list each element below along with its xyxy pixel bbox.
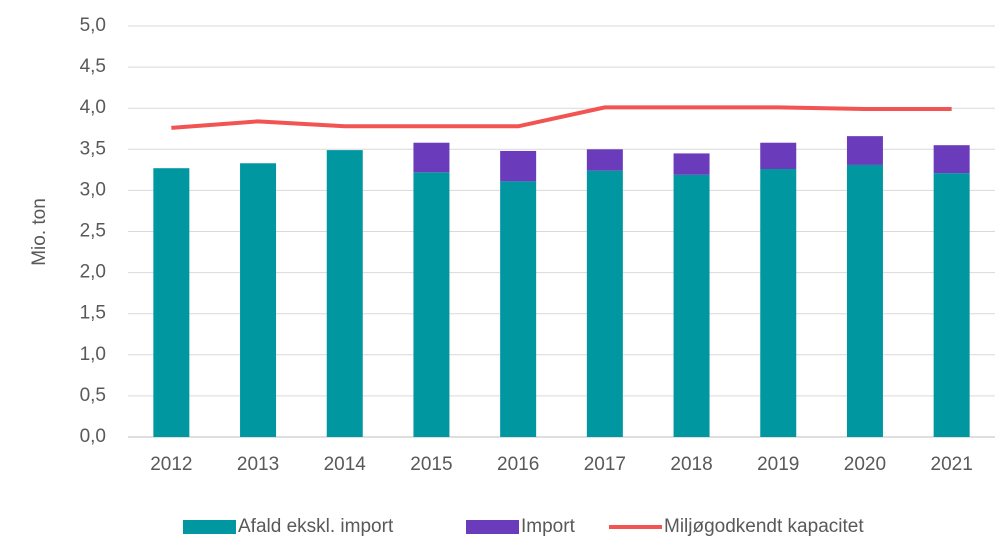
x-tick-label: 2014 <box>324 454 367 475</box>
legend-label: Miljøgodkendt kapacitet <box>664 516 864 537</box>
x-tick-label: 2016 <box>497 454 539 475</box>
bar <box>500 181 537 437</box>
bar <box>846 136 883 165</box>
bar <box>586 170 623 437</box>
x-tick-label: 2013 <box>237 454 279 475</box>
y-tick-label: 3,5 <box>80 138 106 159</box>
bar <box>153 168 190 437</box>
y-tick-label: 0,0 <box>80 426 106 447</box>
x-tick-label: 2021 <box>931 454 973 475</box>
bar <box>933 145 970 174</box>
bar <box>673 174 710 438</box>
y-tick-label: 2,0 <box>80 262 106 283</box>
bar <box>240 163 277 438</box>
y-tick-label: 1,5 <box>80 303 106 324</box>
bar <box>673 153 710 175</box>
bar <box>586 149 623 171</box>
x-tick-label: 2012 <box>150 454 192 475</box>
y-tick-label: 1,0 <box>80 344 106 365</box>
bar <box>413 172 450 438</box>
x-tick-label: 2018 <box>670 454 712 475</box>
y-tick-label: 4,5 <box>80 56 106 77</box>
bar <box>846 164 883 437</box>
x-tick-label: 2017 <box>584 454 626 475</box>
legend-swatch <box>466 520 519 534</box>
bar <box>413 142 450 173</box>
x-tick-label: 2019 <box>757 454 799 475</box>
line <box>171 105 952 130</box>
bar <box>933 173 970 437</box>
y-tick-label: 3,0 <box>80 179 106 200</box>
y-tick-label: 0,5 <box>80 385 106 406</box>
bar <box>760 142 797 170</box>
legend-swatch <box>183 520 236 534</box>
bar <box>326 150 363 437</box>
x-tick-label: 2015 <box>410 454 452 475</box>
y-tick-label: 4,0 <box>80 97 106 118</box>
bar <box>500 150 537 182</box>
x-tick-label: 2020 <box>844 454 886 475</box>
legend-label: Import <box>521 516 576 537</box>
bar <box>760 169 797 437</box>
legend-label: Afald ekskl. import <box>238 516 394 537</box>
y-tick-label: 5,0 <box>80 15 106 36</box>
y-tick-label: 2,5 <box>80 221 106 242</box>
y-axis-title: Mio. ton <box>29 198 50 266</box>
